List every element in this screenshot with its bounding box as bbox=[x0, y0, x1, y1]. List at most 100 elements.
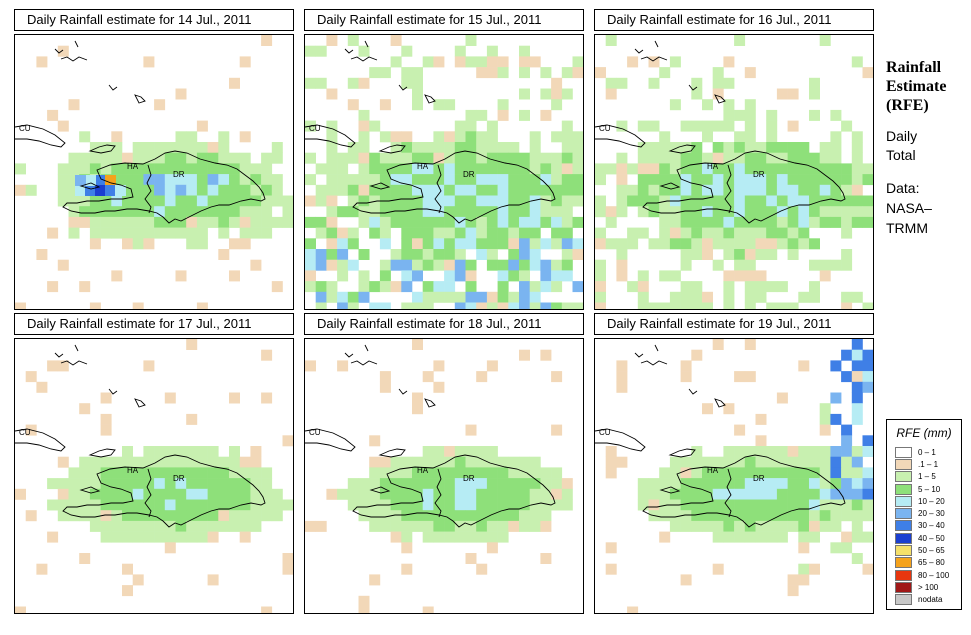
rain-cell bbox=[744, 249, 756, 260]
rain-cell bbox=[702, 131, 713, 143]
rain-cell bbox=[561, 142, 573, 153]
rain-cell bbox=[465, 195, 477, 207]
map-panel-jul-19: Daily Rainfall estimate for 19 Jul., 201… bbox=[594, 313, 874, 614]
rain-cell bbox=[691, 152, 703, 164]
rain-cell bbox=[175, 88, 187, 100]
rain-cell bbox=[412, 249, 423, 260]
rain-cell bbox=[819, 424, 831, 436]
rain-cell bbox=[659, 467, 671, 479]
rain-cell bbox=[412, 206, 423, 218]
rain-cell bbox=[465, 302, 477, 309]
rain-cell bbox=[326, 163, 338, 175]
rain-cell bbox=[572, 131, 583, 143]
rain-cell bbox=[358, 249, 370, 260]
sidebar-info: Rainfall Estimate (RFE) Daily Total Data… bbox=[886, 58, 970, 238]
rain-cell bbox=[186, 174, 198, 186]
rain-cell bbox=[100, 510, 112, 522]
rain-cell bbox=[702, 206, 713, 218]
rain-cell bbox=[712, 152, 724, 164]
rain-cell bbox=[465, 510, 477, 522]
rain-cell bbox=[111, 174, 123, 186]
coastline bbox=[134, 398, 146, 408]
rain-cell bbox=[422, 446, 434, 457]
rain-cell bbox=[476, 446, 488, 457]
rain-cell bbox=[637, 270, 649, 282]
rain-cell bbox=[143, 510, 155, 522]
rain-cell bbox=[561, 152, 573, 164]
rain-cell bbox=[89, 227, 101, 239]
rain-cell bbox=[132, 142, 144, 153]
rain-cell bbox=[787, 520, 799, 532]
rain-cell bbox=[111, 531, 123, 543]
rain-cell bbox=[229, 446, 240, 457]
rain-cell bbox=[616, 120, 628, 132]
rain-cell bbox=[497, 291, 509, 303]
rain-cell bbox=[595, 291, 606, 303]
rain-cell bbox=[347, 499, 359, 511]
rain-cell bbox=[486, 56, 498, 68]
rain-cell bbox=[616, 371, 628, 383]
rain-cell bbox=[851, 446, 863, 457]
rain-cell bbox=[218, 456, 230, 468]
rain-cell bbox=[218, 478, 230, 490]
rain-cell bbox=[862, 563, 873, 575]
rain-cell bbox=[851, 174, 863, 186]
rain-cell bbox=[540, 195, 552, 207]
rain-cell bbox=[819, 184, 831, 196]
rain-cell bbox=[809, 152, 820, 164]
coastline bbox=[668, 448, 696, 458]
rain-cell bbox=[218, 174, 230, 186]
rain-cell bbox=[315, 520, 327, 532]
coastline bbox=[305, 124, 356, 148]
rain-cell bbox=[401, 520, 413, 532]
rain-cell bbox=[261, 606, 273, 613]
rain-cell bbox=[196, 142, 208, 153]
rain-cell bbox=[465, 259, 477, 271]
rain-cell bbox=[841, 259, 853, 271]
rain-cell bbox=[830, 478, 842, 490]
rain-cell bbox=[830, 216, 842, 228]
rain-cell bbox=[218, 520, 230, 532]
rain-cell bbox=[132, 499, 144, 511]
rain-cell bbox=[691, 88, 703, 100]
rain-cell bbox=[519, 302, 530, 309]
rain-cell bbox=[132, 216, 144, 228]
coastline bbox=[595, 428, 646, 452]
rain-cell bbox=[819, 499, 831, 511]
rain-cell bbox=[412, 77, 423, 89]
rain-cell bbox=[766, 184, 778, 196]
rain-cell bbox=[454, 270, 466, 282]
rain-cell bbox=[841, 542, 853, 554]
rain-cell bbox=[422, 206, 434, 218]
rain-cell bbox=[315, 227, 327, 239]
sidebar-title-line: (RFE) bbox=[886, 97, 929, 114]
rain-cell bbox=[627, 184, 639, 196]
legend-swatch bbox=[895, 446, 912, 458]
rain-cell bbox=[143, 531, 155, 543]
rain-cell bbox=[326, 120, 338, 132]
rain-cell bbox=[519, 259, 530, 271]
rain-cell bbox=[261, 163, 273, 175]
rain-cell bbox=[175, 131, 187, 143]
rain-cell bbox=[691, 281, 703, 293]
rain-cell bbox=[659, 163, 671, 175]
rain-cell bbox=[529, 142, 541, 153]
rain-cell bbox=[282, 216, 293, 228]
rain-cell bbox=[809, 163, 820, 175]
rain-cell bbox=[508, 478, 520, 490]
rain-cell bbox=[122, 585, 133, 597]
rain-cell bbox=[47, 360, 59, 372]
rain-cell bbox=[680, 520, 692, 532]
rain-cell bbox=[776, 510, 788, 522]
rain-cell bbox=[122, 216, 133, 228]
rain-cell bbox=[305, 259, 316, 271]
rain-cell bbox=[465, 56, 477, 68]
rain-cell bbox=[851, 339, 863, 350]
legend-item: 50 – 65 bbox=[887, 544, 961, 557]
rain-cell bbox=[422, 56, 434, 68]
rain-cell bbox=[433, 531, 445, 543]
rain-cell bbox=[261, 349, 273, 361]
coastline bbox=[378, 448, 406, 458]
rain-cell bbox=[755, 195, 767, 207]
rain-cell bbox=[358, 142, 370, 153]
